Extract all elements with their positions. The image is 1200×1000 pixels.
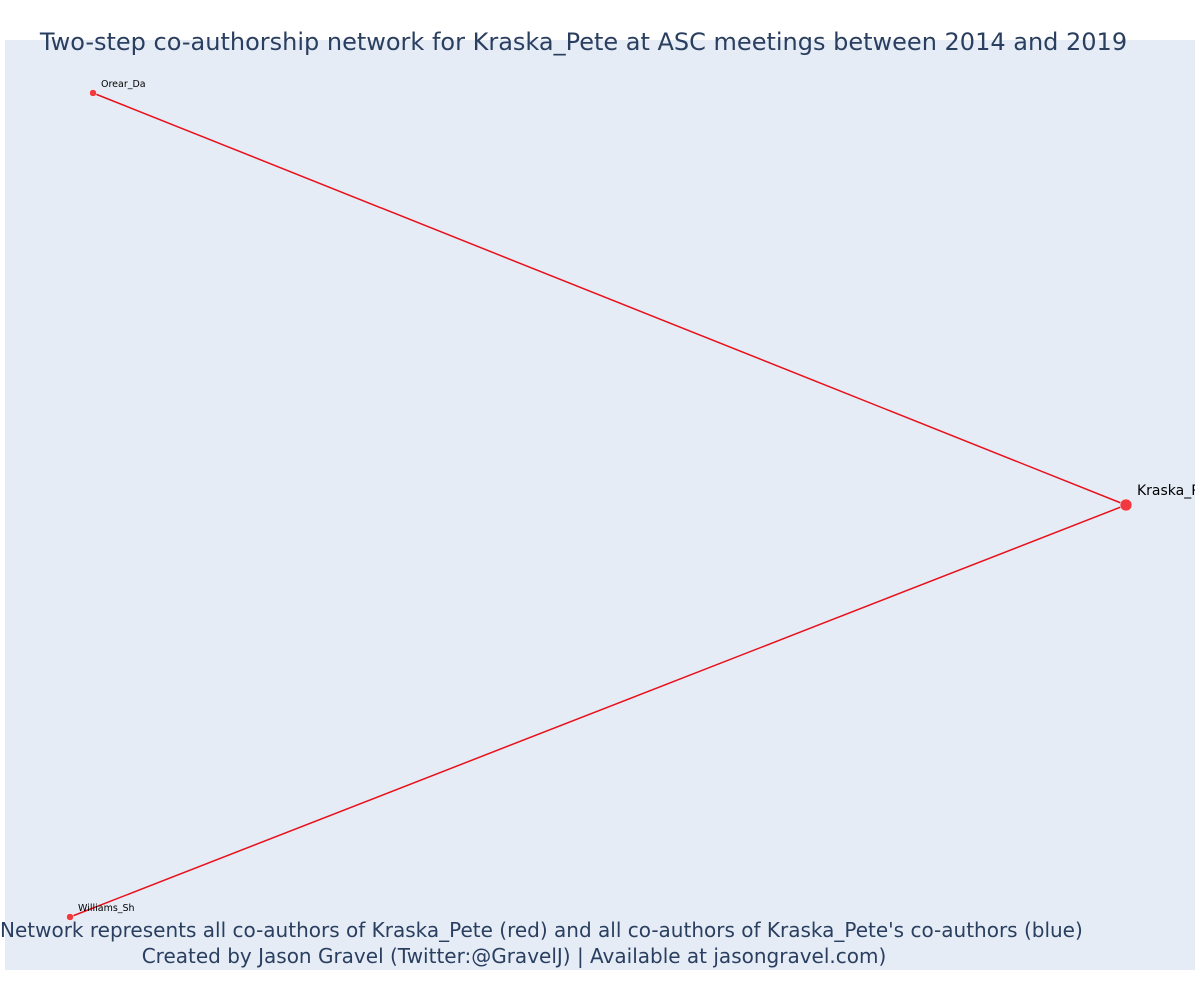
edge-Williams_Sh-Kraska_Pete [69, 504, 1127, 918]
node-label-Orear_Da: Orear_Da [101, 79, 146, 90]
node-label-Williams_Sh: Williams_Sh [78, 903, 135, 914]
network-plot-area: Kraska_Pete Orear_Da Williams_Sh [5, 40, 1195, 970]
node-label-Kraska_Pete: Kraska_Pete [1137, 483, 1195, 499]
network-graph: Kraska_Pete Orear_Da Williams_Sh [66, 79, 1195, 921]
edge-Orear_Da-Kraska_Pete [92, 92, 1127, 506]
chart-caption: Network represents all co-authors of Kra… [0, 917, 1083, 969]
node-Kraska_Pete[interactable] [1119, 498, 1133, 512]
caption-line-2: Created by Jason Gravel (Twitter:@Gravel… [141, 944, 887, 968]
node-Williams_Sh[interactable] [66, 913, 74, 921]
node-Orear_Da[interactable] [89, 89, 97, 97]
caption-line-1: Network represents all co-authors of Kra… [0, 918, 1083, 942]
chart-title: Two-step co-authorship network for Krask… [39, 28, 1128, 56]
